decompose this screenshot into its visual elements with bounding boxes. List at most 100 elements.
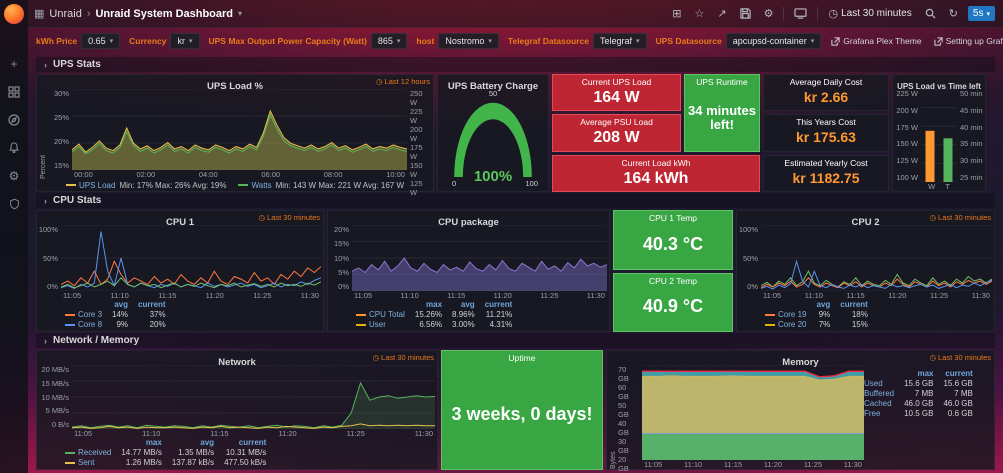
tick-label: 11:30 xyxy=(586,291,605,300)
panel-title[interactable]: Estimated Yearly Cost xyxy=(784,157,868,168)
legend-series-name[interactable]: Core 20 xyxy=(778,320,807,329)
legend-series-name[interactable]: CPU Total xyxy=(369,310,405,319)
tick-label: 50 GB xyxy=(618,401,629,419)
star-dashboard-button[interactable]: ☆ xyxy=(692,5,708,22)
panel-title[interactable]: CPU 2 Temp xyxy=(648,275,698,286)
panel-ups-load: UPS Load % ◷ Last 12 hours Percent 30% 25%… xyxy=(36,74,434,197)
tick-label: 08:00 xyxy=(323,170,343,179)
panel-cpu2-temp: CPU 2 Temp 40.9 °C xyxy=(613,272,733,332)
legend-row: Core 20 7% 15% xyxy=(765,320,868,330)
panel-title[interactable]: CPU 1 Temp xyxy=(648,213,698,223)
legend-stat-value: 11.21% xyxy=(485,310,513,319)
stacked-area-chart[interactable] xyxy=(642,365,864,460)
panel-title[interactable]: UPS Load vs Time left xyxy=(897,82,981,91)
legend-series-name[interactable]: UPS Load xyxy=(78,180,116,190)
tv-mode-button[interactable] xyxy=(791,6,810,21)
breadcrumb-org[interactable]: Unraid xyxy=(49,7,82,20)
panel-title[interactable]: Average Daily Cost xyxy=(789,77,863,87)
clock-icon: ◷ xyxy=(828,8,839,20)
row-header-cpu-stats[interactable]: › CPU Stats xyxy=(36,193,995,208)
panel-time-range[interactable]: ◷ Last 30 minutes xyxy=(372,353,435,362)
create-plus-icon[interactable]: + xyxy=(10,57,18,71)
panel-title[interactable]: Memory xyxy=(782,357,819,368)
legend-stat-value: 9% xyxy=(818,310,831,319)
panel-title[interactable]: CPU 1 xyxy=(166,217,194,228)
legend-series-name[interactable]: Buffered xyxy=(864,389,895,398)
panel-title[interactable]: CPU package xyxy=(438,217,499,228)
time-series-chart[interactable] xyxy=(61,225,321,291)
panel-title[interactable]: UPS Battery Charge xyxy=(447,81,539,92)
panel-title[interactable]: UPS Load % xyxy=(207,81,263,92)
link-label: Grafana Plex Theme xyxy=(843,36,922,46)
panel-title[interactable]: Network xyxy=(218,357,256,368)
zoom-out-time-button[interactable] xyxy=(922,6,939,21)
variable-value-dropdown[interactable]: kr ▾ xyxy=(170,33,200,49)
panel-time-range[interactable]: ◷ Last 30 minutes xyxy=(929,353,992,362)
time-range-picker[interactable]: ◷ Last 30 minutes xyxy=(825,5,914,22)
panel-title[interactable]: This Years Cost xyxy=(796,117,856,128)
bar-chart[interactable] xyxy=(921,89,957,182)
legend-row: Cached 46.0 GB 46.0 GB xyxy=(864,399,973,409)
time-series-chart[interactable] xyxy=(761,225,992,291)
variable-value-dropdown[interactable]: 0.65 ▾ xyxy=(81,33,121,49)
legend-column-header: max xyxy=(426,300,443,309)
row-header-network-memory[interactable]: › Network / Memory xyxy=(36,333,995,348)
configuration-gear-icon[interactable]: ⚙ xyxy=(8,169,20,183)
tick-label: 5% xyxy=(338,267,349,277)
refresh-interval-dropdown[interactable]: 5s ▾ xyxy=(967,6,995,21)
row-header-ups-stats[interactable]: › UPS Stats xyxy=(36,57,995,72)
legend-series-stats: Min: 17% Max: 26% Avg: 19% xyxy=(119,180,227,190)
panel-time-range[interactable]: ◷ Last 30 minutes xyxy=(929,213,992,222)
legend-series-name[interactable]: Received xyxy=(78,448,112,457)
panel-time-range[interactable]: ◷ Last 30 minutes xyxy=(258,213,321,222)
legend-series-name[interactable]: Core 8 xyxy=(78,320,103,329)
tick-label: 11:05 xyxy=(644,460,663,469)
chevron-down-icon[interactable]: ▾ xyxy=(238,9,243,18)
variable-value-dropdown[interactable]: apcupsd-container ▾ xyxy=(725,33,822,49)
refresh-button[interactable]: ↻ xyxy=(946,5,961,22)
chart-legend: max current Used 15.6 GB 15.6 GB Buffered 7 MB… xyxy=(864,365,992,469)
grafana-logo-icon[interactable] xyxy=(4,4,24,24)
tick-label: 0 B/s xyxy=(51,420,69,429)
save-dashboard-button[interactable] xyxy=(737,6,754,21)
alerting-bell-icon[interactable] xyxy=(2,136,26,160)
legend-series-name[interactable]: Core 19 xyxy=(778,310,807,319)
sidebar: + ⚙ xyxy=(0,0,28,473)
panel-title[interactable]: Current Load kWh xyxy=(621,157,691,168)
y-axis-label: Percent xyxy=(40,154,47,179)
variable-value-dropdown[interactable]: 865 ▾ xyxy=(370,33,408,49)
legend-series-name[interactable]: Watts xyxy=(251,180,272,190)
dashboard-settings-button[interactable]: ⚙ xyxy=(761,5,777,22)
dashboards-grid-icon[interactable] xyxy=(2,80,26,104)
legend-series-name[interactable]: Core 3 xyxy=(78,310,103,319)
panel-title[interactable]: Uptime xyxy=(508,353,536,363)
variable-value-dropdown[interactable]: Telegraf ▾ xyxy=(593,33,647,49)
panel-title[interactable]: UPS Runtime xyxy=(696,77,748,87)
time-series-chart[interactable] xyxy=(72,365,435,429)
refresh-icon: ↻ xyxy=(948,8,958,20)
legend-series-name[interactable]: Cached xyxy=(864,399,892,408)
panel-title[interactable]: Current UPS Load xyxy=(581,77,652,87)
legend-series-name[interactable]: Used xyxy=(864,379,883,388)
dashboard-link[interactable]: Grafana Plex Theme xyxy=(831,36,922,46)
time-series-chart[interactable] xyxy=(352,225,607,291)
legend-series-name[interactable]: Free xyxy=(864,409,881,418)
tick-label: 100 W xyxy=(896,172,918,182)
legend-series-name[interactable]: Sent xyxy=(78,458,95,467)
explore-compass-icon[interactable] xyxy=(2,108,26,132)
add-panel-button[interactable]: ⊞ xyxy=(669,5,684,22)
time-series-chart[interactable] xyxy=(72,89,407,170)
legend-column-header: current xyxy=(238,438,267,447)
share-dashboard-button[interactable]: ↗ xyxy=(714,5,729,22)
legend-row: CPU Total 15.26% 8.96% 11.21% xyxy=(356,310,512,320)
panel-time-range[interactable]: ◷ Last 12 hours xyxy=(376,77,430,86)
panel-title[interactable]: Average PSU Load xyxy=(580,117,653,128)
help-shield-icon[interactable] xyxy=(2,192,26,216)
breadcrumb-dashboard-title[interactable]: Unraid System Dashboard xyxy=(95,7,234,20)
dashboard-link[interactable]: Setting up Grafana and InfluxDB for UPS … xyxy=(933,36,1003,46)
legend-series-name[interactable]: User xyxy=(369,320,386,329)
gauge-max-label: 100 xyxy=(525,179,538,188)
variable-value-dropdown[interactable]: Nostromo ▾ xyxy=(438,33,499,49)
panel-title[interactable]: CPU 2 xyxy=(851,217,880,228)
